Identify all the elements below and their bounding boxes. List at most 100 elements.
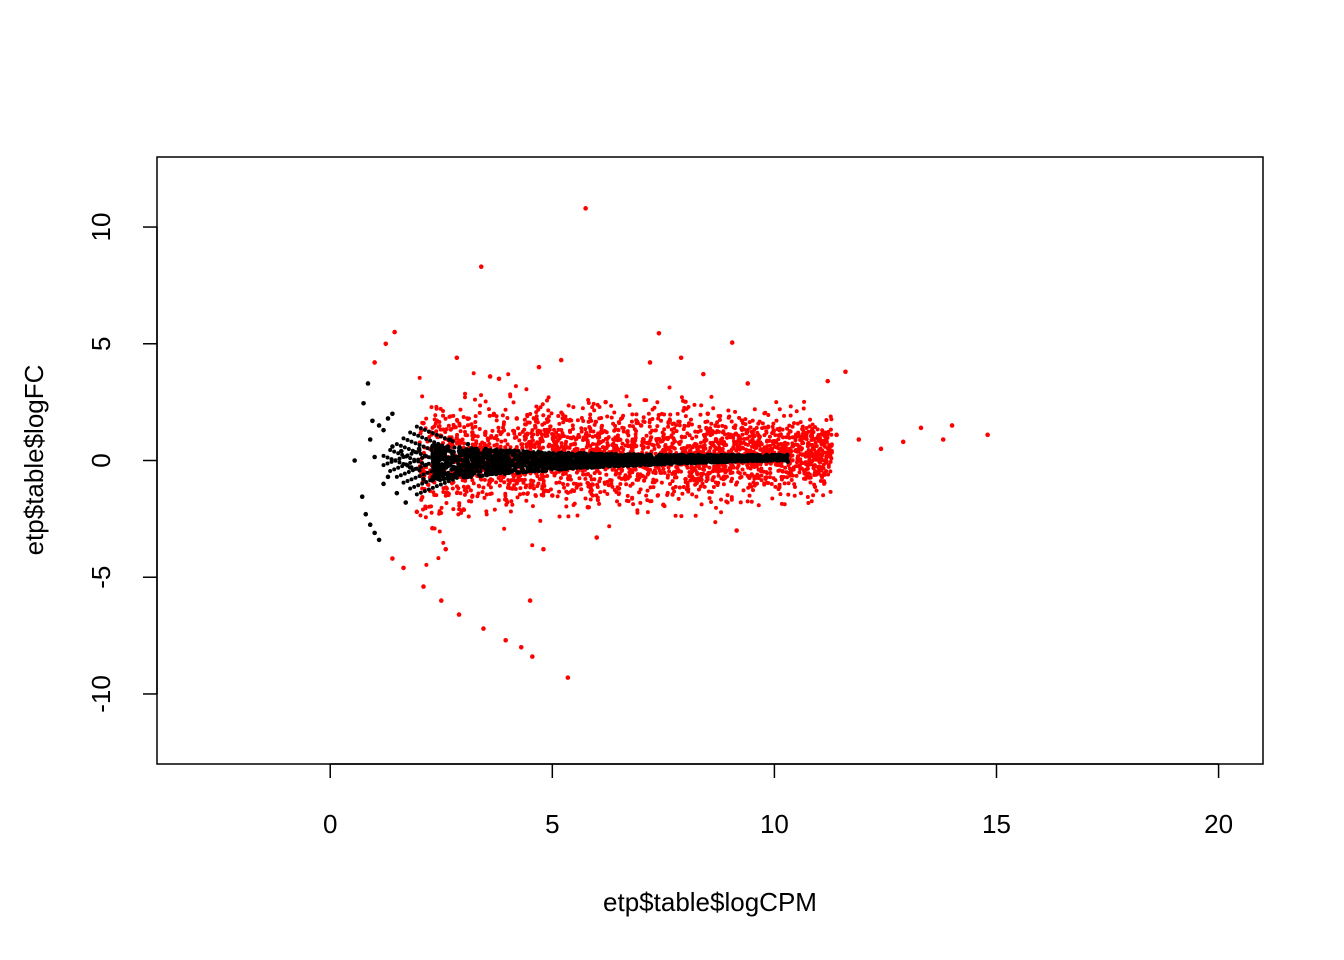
cloud-point: [634, 412, 639, 417]
cloud-point: [486, 407, 491, 412]
cloud-point: [807, 424, 812, 429]
cloud-point: [806, 501, 811, 506]
cloud-point: [805, 466, 810, 471]
cloud-point: [418, 513, 423, 518]
cloud-point: [575, 453, 580, 458]
cloud-point: [681, 427, 686, 432]
cloud-point: [640, 446, 645, 451]
cloud-point: [707, 496, 712, 501]
cloud-point: [591, 429, 596, 434]
cloud-point: [754, 481, 759, 486]
cloud-point: [764, 470, 769, 475]
cloud-point: [690, 492, 695, 497]
cloud-point: [807, 458, 812, 463]
cloud-point: [597, 471, 602, 476]
cloud-point: [769, 482, 774, 487]
cloud-point: [701, 458, 706, 463]
cloud-point: [810, 433, 815, 438]
cloud-point: [540, 445, 545, 450]
cloud-point: [698, 440, 703, 445]
cloud-point: [436, 475, 441, 480]
cloud-point: [461, 458, 466, 463]
cloud-point: [473, 424, 478, 429]
cloud-point: [462, 492, 467, 497]
cloud-point: [472, 397, 477, 402]
cloud-point: [759, 473, 764, 478]
data-point: [421, 476, 426, 482]
cloud-point: [744, 430, 749, 435]
cloud-point: [463, 391, 468, 396]
cloud-point: [519, 467, 524, 472]
cloud-point: [478, 474, 483, 479]
cloud-point: [539, 472, 544, 477]
cloud-point: [620, 441, 625, 446]
cloud-point: [452, 445, 457, 450]
cloud-point: [579, 429, 584, 434]
cloud-point: [618, 481, 623, 486]
cloud-point: [460, 478, 465, 483]
cloud-point: [643, 457, 648, 462]
cloud-point: [470, 478, 475, 483]
cloud-point: [604, 472, 609, 477]
cloud-point: [425, 470, 430, 475]
cloud-point: [641, 415, 646, 420]
cloud-point: [494, 468, 499, 473]
cloud-point: [405, 437, 410, 442]
cloud-point: [455, 418, 460, 423]
cloud-point: [706, 489, 711, 494]
cloud-point: [441, 489, 446, 494]
cloud-point: [492, 454, 497, 459]
cloud-point: [437, 465, 442, 470]
cloud-point: [808, 448, 813, 453]
cloud-point: [794, 473, 799, 478]
cloud-point: [790, 424, 795, 429]
cloud-point: [567, 474, 572, 479]
cloud-point: [545, 459, 550, 464]
cloud-point: [474, 439, 479, 444]
cloud-point: [665, 473, 670, 478]
cloud-point: [432, 440, 437, 445]
cloud-point: [594, 457, 599, 462]
data-point: [474, 467, 480, 473]
cloud-point: [425, 446, 430, 451]
cloud-point: [672, 446, 677, 451]
cloud-point: [557, 514, 562, 519]
cloud-point: [539, 436, 544, 441]
cloud-point: [593, 419, 598, 424]
cloud-point: [767, 434, 772, 439]
cloud-point: [617, 455, 622, 460]
cloud-point: [515, 470, 520, 475]
cloud-point: [441, 486, 446, 491]
cloud-point: [735, 465, 740, 470]
cloud-point: [596, 431, 601, 436]
cloud-point: [710, 429, 715, 434]
cloud-point: [410, 448, 415, 453]
cloud-point: [764, 475, 769, 480]
cloud-point: [645, 510, 650, 515]
cloud-point: [672, 475, 677, 480]
cloud-point: [462, 429, 467, 434]
cloud-point: [651, 460, 656, 465]
cloud-point: [414, 466, 419, 471]
cloud-point: [402, 471, 407, 476]
cloud-point: [447, 448, 452, 453]
cloud-point: [667, 385, 672, 390]
cloud-point: [773, 433, 778, 438]
x-tick-label: 5: [545, 809, 559, 839]
cloud-point: [457, 507, 462, 512]
cloud-point: [754, 475, 759, 480]
cloud-point: [804, 430, 809, 435]
cloud-point: [801, 406, 806, 411]
cloud-point: [581, 418, 586, 423]
cloud-point: [809, 499, 814, 504]
cloud-point: [644, 460, 649, 465]
cloud-point: [531, 458, 536, 463]
cloud-point: [642, 420, 647, 425]
cloud-point: [777, 482, 782, 487]
cloud-point: [426, 429, 431, 434]
cloud-point: [529, 440, 534, 445]
cloud-point: [540, 486, 545, 491]
cloud-point: [771, 476, 776, 481]
cloud-point: [699, 477, 704, 482]
cloud-point: [490, 461, 495, 466]
